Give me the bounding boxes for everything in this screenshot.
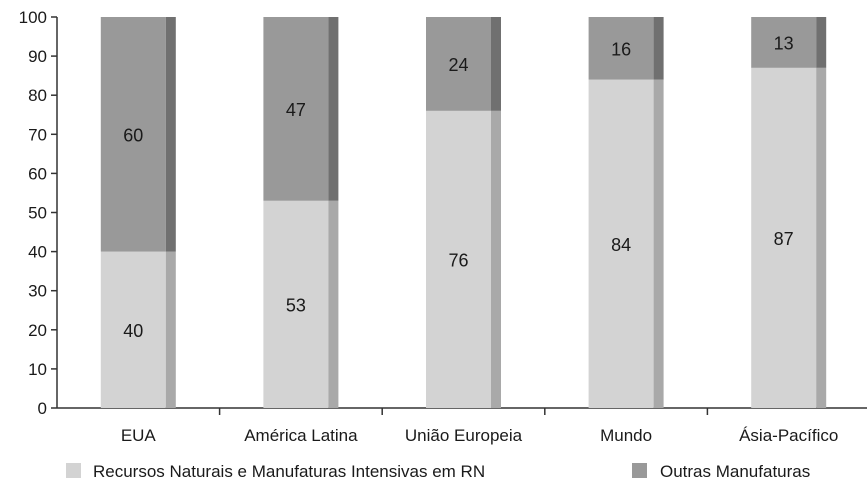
bars: 40 60 53 47 76 24 84 16 87 13 bbox=[100, 17, 827, 408]
legend-label: Recursos Naturais e Manufaturas Intensiv… bbox=[93, 462, 485, 481]
data-label: 87 bbox=[774, 229, 794, 249]
data-label: 53 bbox=[286, 295, 306, 315]
bar-segment-side bbox=[491, 110, 501, 408]
bar-segment bbox=[263, 200, 329, 408]
data-label: 84 bbox=[611, 235, 631, 255]
x-category-label: União Europeia bbox=[405, 426, 523, 445]
bar-segment bbox=[751, 67, 817, 408]
data-label: 47 bbox=[286, 100, 306, 120]
y-tick-label: 90 bbox=[28, 47, 47, 66]
data-label: 16 bbox=[611, 39, 631, 59]
bar-segment-side bbox=[328, 200, 339, 408]
y-axis: 0 10 20 30 40 50 60 70 80 90 100 bbox=[19, 8, 58, 418]
x-category-label: América Latina bbox=[244, 426, 358, 445]
y-tick-label: 50 bbox=[28, 204, 47, 223]
y-tick-label: 70 bbox=[28, 125, 47, 144]
data-label: 24 bbox=[448, 55, 468, 75]
bar-segment bbox=[751, 17, 817, 68]
bar-segment bbox=[426, 110, 491, 408]
legend: Recursos Naturais e Manufaturas Intensiv… bbox=[66, 462, 810, 481]
bar-segment bbox=[426, 17, 491, 111]
y-tick-label: 40 bbox=[28, 243, 47, 262]
y-tick-label: 0 bbox=[38, 399, 47, 418]
bar-segment bbox=[588, 79, 654, 408]
bar-segment-side bbox=[328, 17, 339, 201]
x-category-label: Mundo bbox=[600, 426, 652, 445]
y-tick-label: 60 bbox=[28, 164, 47, 183]
y-tick-label: 20 bbox=[28, 321, 47, 340]
bar-segment-side bbox=[653, 79, 664, 408]
bar-segment-side bbox=[816, 67, 827, 408]
data-label: 40 bbox=[123, 321, 143, 341]
legend-swatch bbox=[66, 463, 81, 478]
legend-label: Outras Manufaturas bbox=[660, 462, 810, 481]
bar-segment-side bbox=[165, 251, 176, 408]
data-label: 76 bbox=[448, 250, 468, 270]
bar-segment-side bbox=[491, 17, 501, 111]
bar-segment bbox=[100, 251, 166, 408]
bar-segment-side bbox=[816, 17, 827, 68]
y-tick-label: 80 bbox=[28, 86, 47, 105]
bar-segment bbox=[263, 17, 329, 201]
bar-segment bbox=[588, 17, 654, 80]
y-tick-label: 100 bbox=[19, 8, 47, 27]
y-tick-label: 10 bbox=[28, 360, 47, 379]
data-label: 60 bbox=[123, 125, 143, 145]
legend-swatch bbox=[632, 463, 647, 478]
x-category-label: Ásia-Pacífico bbox=[739, 426, 838, 445]
x-axis: EUA América Latina União Europeia Mundo Ásia… bbox=[57, 407, 867, 445]
x-category-label: EUA bbox=[121, 426, 157, 445]
bar-segment-side bbox=[653, 17, 664, 80]
y-tick-label: 30 bbox=[28, 282, 47, 301]
bar-segment bbox=[100, 17, 166, 252]
bar-segment-side bbox=[165, 17, 176, 252]
data-label: 13 bbox=[774, 33, 794, 53]
